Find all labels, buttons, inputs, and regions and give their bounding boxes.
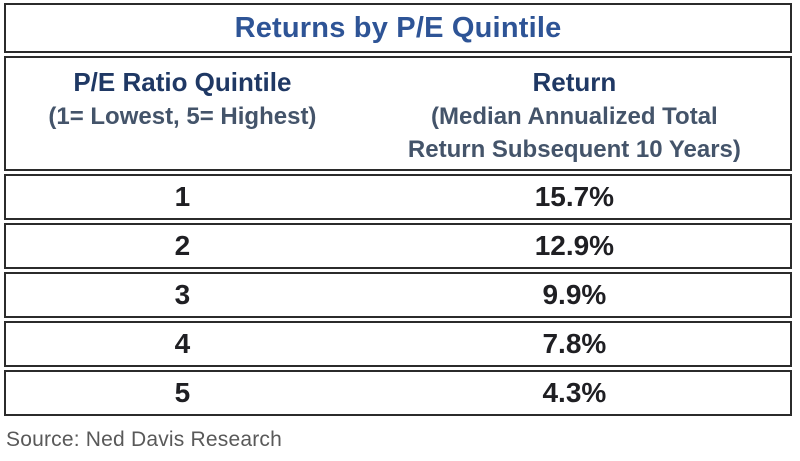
source-note: Source: Ned Davis Research: [6, 428, 282, 451]
table-row: 1 15.7%: [4, 174, 792, 220]
table-title-box: Returns by P/E Quintile: [4, 3, 792, 53]
quintile-value: 5: [174, 377, 191, 408]
quintile-value: 4: [174, 328, 191, 359]
table-row: 4 7.8%: [4, 321, 792, 367]
return-value: 4.3%: [542, 377, 607, 408]
quintile-column-sublabel: (1= Lowest, 5= Highest): [48, 103, 317, 130]
returns-table: Returns by P/E Quintile P/E Ratio Quinti…: [4, 3, 792, 416]
return-column-sublabel-line1: (Median Annualized Total: [431, 103, 718, 130]
column-header-quintile: P/E Ratio Quintile (1= Lowest, 5= Highes…: [6, 65, 359, 169]
table-row: 5 4.3%: [4, 370, 792, 416]
return-value: 15.7%: [534, 181, 615, 212]
table-title: Returns by P/E Quintile: [234, 11, 562, 44]
return-column-label: Return: [532, 67, 617, 97]
quintile-column-label: P/E Ratio Quintile: [73, 67, 292, 97]
table-row: 3 9.9%: [4, 272, 792, 318]
table-row: 2 12.9%: [4, 223, 792, 269]
return-value: 7.8%: [542, 328, 607, 359]
return-column-sublabel-line2: Return Subsequent 10 Years): [407, 136, 741, 163]
return-value: 9.9%: [542, 279, 607, 310]
quintile-value: 3: [174, 279, 191, 310]
table-header-row: P/E Ratio Quintile (1= Lowest, 5= Highes…: [4, 56, 792, 171]
quintile-value: 2: [174, 230, 191, 261]
return-value: 12.9%: [534, 230, 615, 261]
column-header-return: Return (Median Annualized Total Return S…: [359, 65, 790, 169]
quintile-value: 1: [174, 181, 191, 212]
